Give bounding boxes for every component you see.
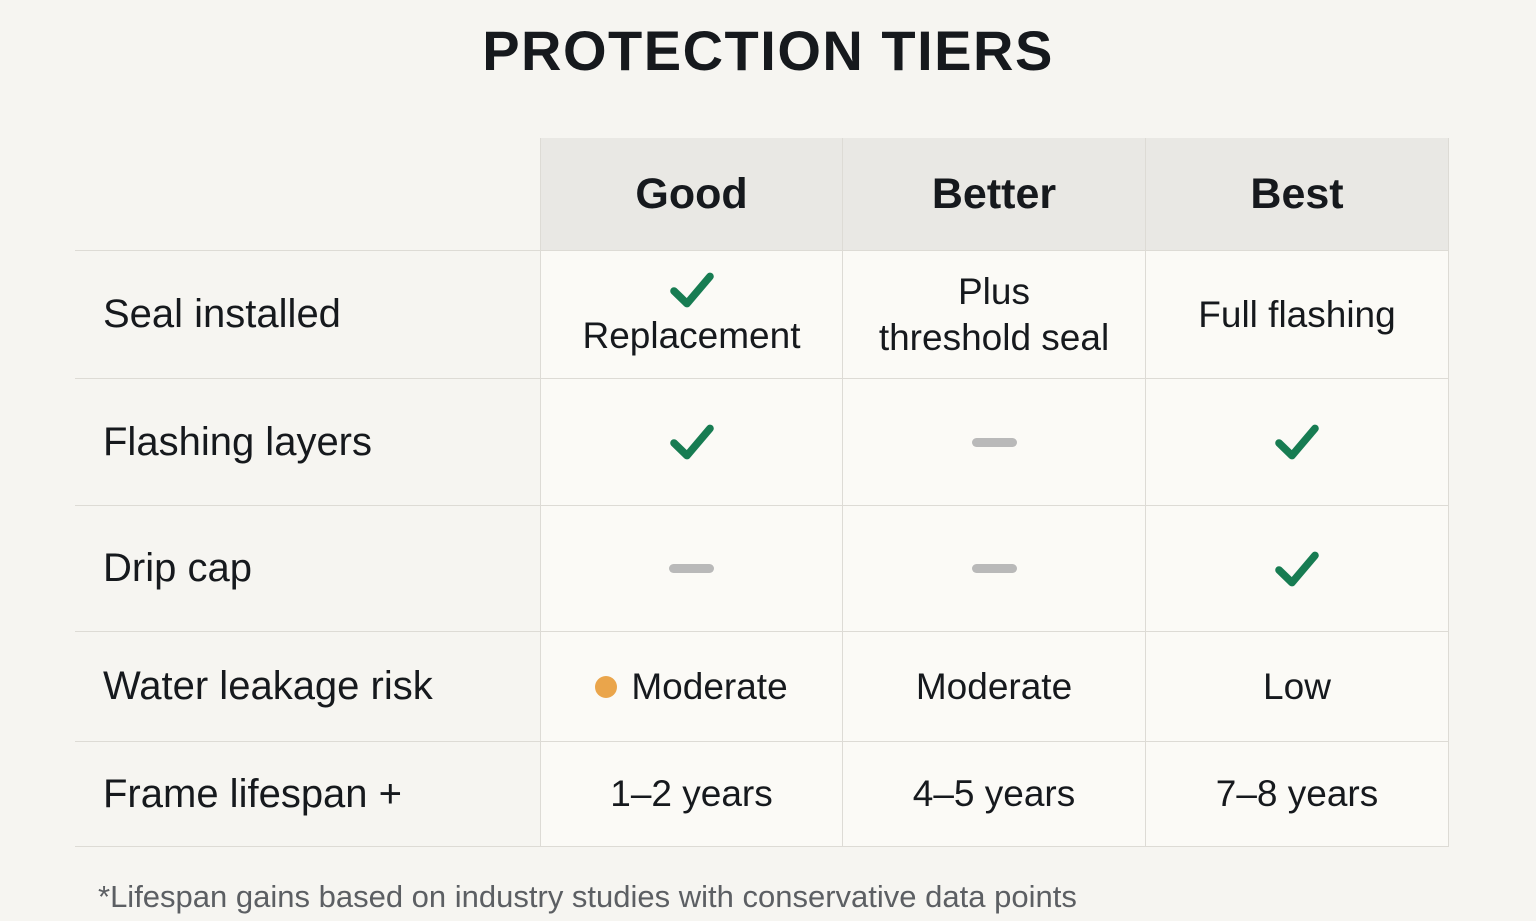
row-label-flashing-layers: Flashing layers [75, 379, 540, 506]
cell-seal-better: Plus threshold seal [843, 251, 1146, 379]
row-label-seal-installed: Seal installed [75, 251, 540, 379]
page-title: PROTECTION TIERS [482, 19, 1054, 82]
cell-flashing-best [1146, 379, 1449, 506]
cell-dripcap-good [540, 506, 843, 632]
cell-leakage-better: Moderate [843, 632, 1146, 742]
cell-flashing-better [843, 379, 1146, 506]
cell-dripcap-best [1146, 506, 1449, 632]
corner-cell [75, 138, 540, 251]
column-header-best: Best [1146, 138, 1449, 251]
cell-text: 7–8 years [1215, 773, 1379, 815]
cell-text: 4–5 years [912, 773, 1076, 815]
dash-icon [971, 437, 1017, 447]
cell-text: Moderate [631, 665, 788, 707]
cell-seal-good: Replacement [540, 251, 843, 379]
dash-icon [971, 564, 1017, 573]
cell-lifespan-best: 7–8 years [1146, 742, 1449, 847]
check-icon [1272, 549, 1322, 589]
cell-flashing-good [540, 379, 843, 506]
cell-leakage-good: Moderate [540, 632, 843, 742]
cell-text: 1–2 years [610, 773, 773, 815]
check-icon [1272, 422, 1322, 462]
dash-icon [669, 564, 714, 573]
cell-seal-best: Full flashing [1146, 251, 1449, 379]
cell-text: Moderate [915, 665, 1073, 707]
dot-icon [595, 675, 618, 698]
row-label-frame-lifespan: Frame lifespan + [75, 742, 540, 847]
cell-lifespan-good: 1–2 years [540, 742, 843, 847]
row-label-water-leakage-risk: Water leakage risk [75, 632, 540, 742]
cell-text: Low [1263, 665, 1331, 707]
cell-text: Replacement [582, 315, 801, 357]
check-icon [667, 422, 717, 462]
column-header-good: Good [540, 138, 843, 251]
cell-leakage-best: Low [1146, 632, 1449, 742]
cell-lifespan-better: 4–5 years [843, 742, 1146, 847]
comparison-table: Good Better Best Seal installed Replacem… [75, 138, 1449, 847]
column-header-better: Better [843, 138, 1146, 251]
cell-dripcap-better [843, 506, 1146, 632]
row-label-drip-cap: Drip cap [75, 506, 540, 632]
check-icon [667, 270, 717, 310]
cell-text: Full flashing [1198, 293, 1396, 335]
cell-text: Plus threshold seal [878, 271, 1110, 358]
footnote: *Lifespan gains based on industry studie… [98, 879, 1077, 914]
